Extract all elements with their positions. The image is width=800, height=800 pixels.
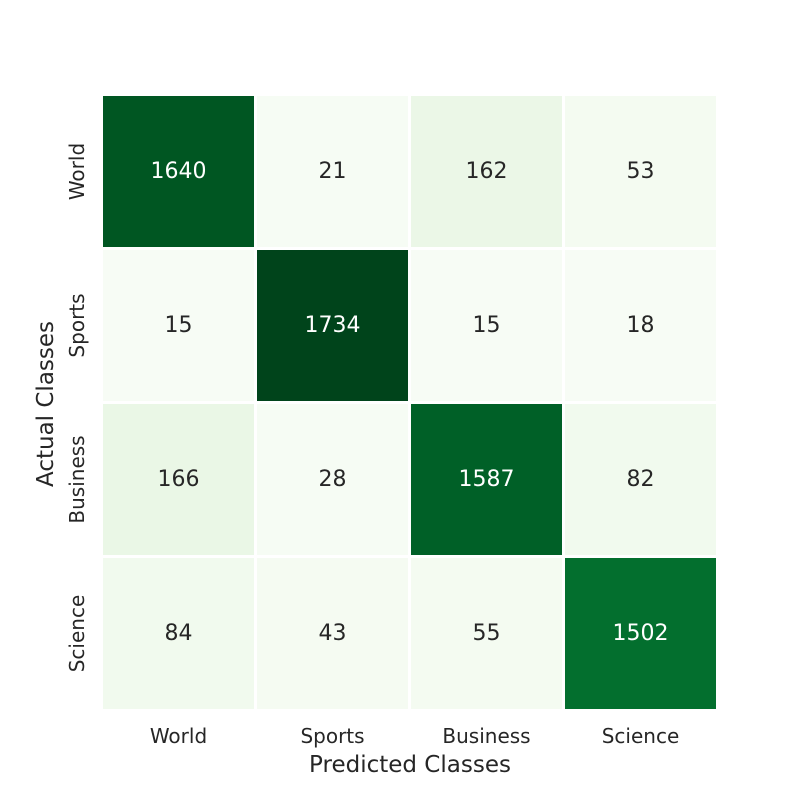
y-axis-label: Actual Classes — [33, 321, 59, 487]
heatmap-cell — [257, 96, 408, 247]
cell-value-label: 21 — [319, 159, 347, 184]
heatmap-cell — [103, 404, 254, 555]
y-tick-label: Science — [65, 595, 89, 673]
heatmap-cell — [103, 250, 254, 401]
cell-value-label: 82 — [627, 467, 655, 492]
heatmap-cell — [411, 558, 562, 709]
cell-value-label: 1734 — [305, 313, 361, 338]
y-tick-labels: World Sports Business Science — [65, 143, 89, 672]
heatmap-cell — [103, 96, 254, 247]
x-tick-label: Sports — [300, 724, 364, 748]
heatmap-cell — [257, 558, 408, 709]
x-tick-labels: World Sports Business Science — [150, 724, 679, 748]
cell-value-label: 18 — [627, 313, 655, 338]
heatmap-cells: 1640 21 162 53 15 1734 15 18 166 28 1587 82 84 43 55 15… — [103, 96, 716, 709]
cell-value-label: 1502 — [613, 621, 669, 646]
y-tick-label: World — [65, 143, 89, 200]
cell-value-label: 43 — [319, 621, 347, 646]
heatmap-cell — [565, 558, 716, 709]
cell-value-label: 55 — [473, 621, 501, 646]
cell-value-label: 15 — [473, 313, 501, 338]
heatmap-cell — [103, 558, 254, 709]
y-tick-label: Business — [65, 435, 89, 523]
heatmap-cell — [565, 250, 716, 401]
cell-value-label: 28 — [319, 467, 347, 492]
cell-value-label: 53 — [627, 159, 655, 184]
heatmap-cell — [565, 404, 716, 555]
x-tick-label: Business — [442, 724, 530, 748]
heatmap-cell — [565, 96, 716, 247]
cell-value-label: 15 — [165, 313, 193, 338]
cell-value-label: 166 — [158, 467, 200, 492]
heatmap-cell — [411, 404, 562, 555]
heatmap-cell — [411, 250, 562, 401]
x-tick-label: Science — [602, 724, 680, 748]
cell-value-label: 162 — [466, 159, 508, 184]
cell-value-label: 1587 — [459, 467, 515, 492]
heatmap-cell — [257, 404, 408, 555]
cell-value-label: 1640 — [151, 159, 207, 184]
cell-value-label: 84 — [165, 621, 193, 646]
y-tick-label: Sports — [65, 293, 89, 357]
x-tick-label: World — [150, 724, 207, 748]
heatmap-cell — [257, 250, 408, 401]
x-axis-label: Predicted Classes — [309, 752, 511, 778]
heatmap-cell — [411, 96, 562, 247]
